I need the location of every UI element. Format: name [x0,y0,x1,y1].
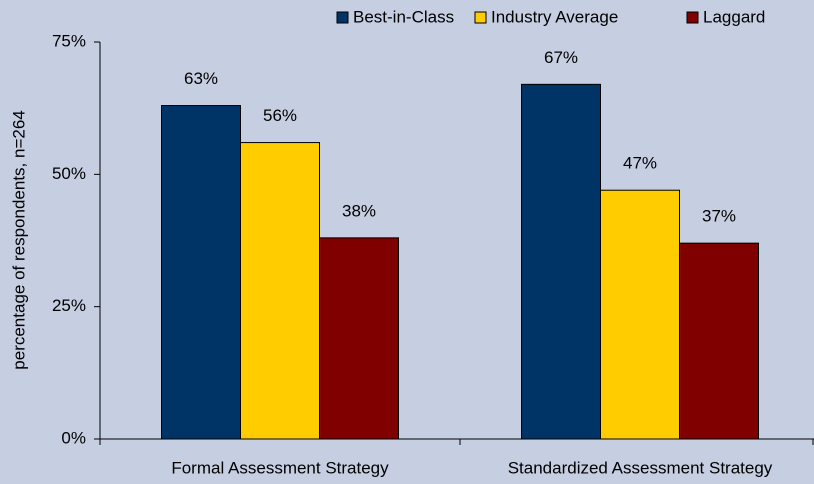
bar [521,83,601,440]
value-label: 56% [263,106,297,125]
bar [161,105,241,440]
bar [600,189,680,440]
y-tick-label: 50% [52,164,86,183]
value-label: 63% [184,69,218,88]
y-axis-label: percentage of respondents, n=264 [9,110,28,369]
value-label: 47% [623,154,657,173]
value-label: 67% [544,48,578,67]
legend-label: Laggard [703,7,765,26]
bar [319,237,399,440]
value-label: 37% [702,207,736,226]
x-tick-label: Formal Assessment Strategy [171,458,389,477]
legend-swatch [686,11,699,24]
bar [240,142,320,440]
y-tick-label: 0% [61,428,86,447]
y-tick-label: 25% [52,296,86,315]
x-tick-label: Standardized Assessment Strategy [508,458,773,477]
y-tick-label: 75% [52,31,86,50]
legend-swatch [474,11,487,24]
value-label: 38% [342,201,376,220]
legend-swatch [336,11,349,24]
legend-label: Industry Average [491,7,618,26]
bar [679,242,759,440]
legend-label: Best-in-Class [353,7,454,26]
